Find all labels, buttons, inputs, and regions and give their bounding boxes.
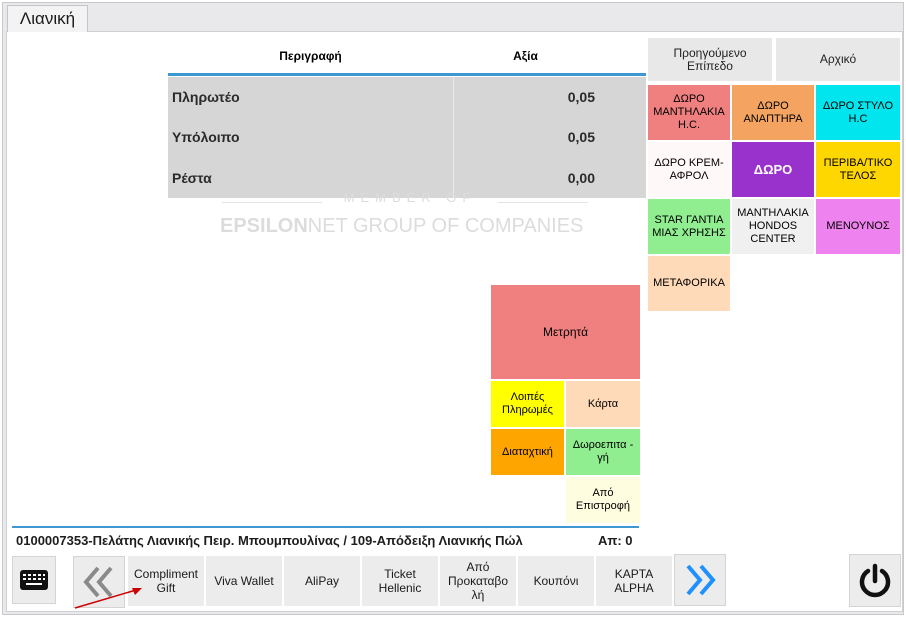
watermark-member-of: MEMBER OF xyxy=(343,190,477,205)
double-chevron-left-icon xyxy=(83,566,113,598)
change-value: 0,00 xyxy=(567,170,595,186)
watermark-rule-left xyxy=(222,202,322,203)
power-button[interactable] xyxy=(849,554,901,607)
cash-payment-button[interactable]: Μετρητά xyxy=(490,284,641,380)
annotation-arrow-icon xyxy=(74,588,142,609)
total-payable-label: Πληρωτέο xyxy=(172,89,240,105)
column-header-description[interactable]: Περιγραφή xyxy=(279,49,342,63)
watermark-group: NET GROUP OF COMPANIES xyxy=(307,215,584,237)
compliment-gift-button[interactable]: Compliment Gift xyxy=(127,555,205,607)
watermark-rule-right xyxy=(498,202,588,203)
category-shipping[interactable]: ΜΕΤΑΦΟΡΙΚΑ xyxy=(647,255,731,312)
category-tissues-hondos-center[interactable]: ΜΑΝΤΗΛΑΚΙΑ HONDOS CENTER xyxy=(731,198,815,255)
previous-level-button[interactable]: Προηγούμενο Επίπεδο xyxy=(647,37,773,82)
header-underline xyxy=(168,73,646,76)
scroll-left-button[interactable] xyxy=(73,556,125,608)
category-star-gloves[interactable]: STAR ΓΑΝΤΙΑ ΜΙΑΣ ΧΡΗΣΗΣ xyxy=(647,198,731,255)
power-icon xyxy=(859,563,891,597)
column-header-value[interactable]: Αξία xyxy=(513,49,538,63)
totals-panel xyxy=(168,77,646,198)
category-gift-lighter[interactable]: ΔΩΡΟ ΑΝΑΠΤΗΡΑ xyxy=(731,84,815,141)
prepayment-button[interactable]: Από Προκαταβο λή xyxy=(439,555,517,607)
ticket-hellenic-button[interactable]: Ticket Hellenic xyxy=(361,555,439,607)
total-payable-value: 0,05 xyxy=(567,89,595,105)
tab-retail[interactable]: Λιανική xyxy=(7,5,88,32)
totals-divider xyxy=(453,77,454,198)
category-gift-tissues-hc[interactable]: ΔΩΡΟ ΜΑΝΤΗΛΑΚΙΑ Η.C. xyxy=(647,84,731,141)
category-menounos[interactable]: ΜΕΝΟΥΝΟΣ xyxy=(815,198,901,255)
alpha-card-button[interactable]: ΚΑΡΤΑ ALPHA xyxy=(595,555,673,607)
change-label: Ρέστα xyxy=(172,170,212,186)
category-bag-fee[interactable]: ΠΕΡΙΒΑ/ΤΙΚΟ ΤΕΛΟΣ xyxy=(815,141,901,198)
home-button[interactable]: Αρχικό xyxy=(775,37,901,82)
watermark-company: EPSILONNET GROUP OF COMPANIES xyxy=(220,215,600,238)
alipay-button[interactable]: AliPay xyxy=(283,555,361,607)
customer-document-status: 0100007353-Πελάτης Λιανικής Πειρ. Μπουμπ… xyxy=(16,532,523,548)
status-separator xyxy=(12,526,639,528)
category-gift-pen-hc[interactable]: ΔΩΡΟ ΣΤΥΛΟ Η.C xyxy=(815,84,901,141)
double-chevron-right-icon xyxy=(686,564,716,596)
category-gift-cream-foam[interactable]: ΔΩΡΟ ΚΡΕΜ-ΑΦΡΟΛ xyxy=(647,141,731,198)
scroll-right-button[interactable] xyxy=(674,554,726,606)
balance-label: Υπόλοιπο xyxy=(172,129,240,145)
other-payments-button[interactable]: Λοιπές Πληρωμές xyxy=(490,380,565,428)
watermark-brand: EPSILON xyxy=(220,215,308,237)
viva-wallet-button[interactable]: Viva Wallet xyxy=(205,555,283,607)
document-count: Απ: 0 xyxy=(598,532,633,548)
gift-card-payment-button[interactable]: Δωροεπιτα - γή xyxy=(565,428,641,476)
card-payment-button[interactable]: Κάρτα xyxy=(565,380,641,428)
keyboard-icon xyxy=(20,570,48,590)
coupon-button[interactable]: Κουπόνι xyxy=(517,555,595,607)
order-payment-button[interactable]: Διαταχτική xyxy=(490,428,565,476)
from-return-payment-button[interactable]: Από Επιστροφή xyxy=(565,476,641,524)
keyboard-button[interactable] xyxy=(12,556,56,604)
category-gift[interactable]: ΔΩΡΟ xyxy=(731,141,815,198)
balance-value: 0,05 xyxy=(567,129,595,145)
